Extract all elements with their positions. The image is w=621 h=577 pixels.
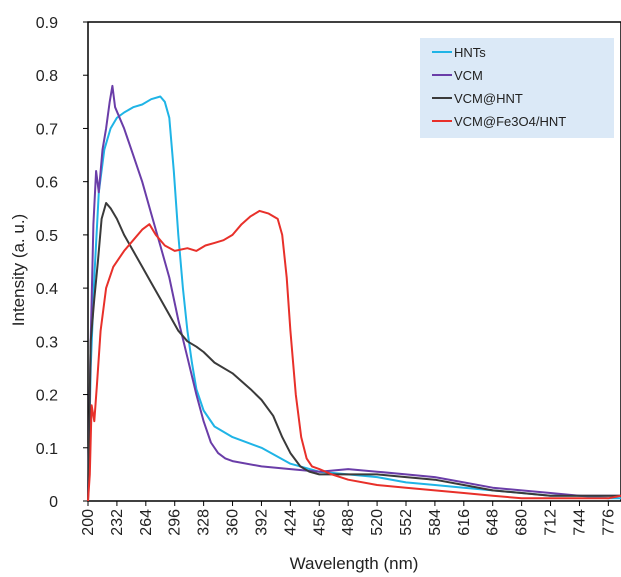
x-tick-label: 680 xyxy=(514,509,531,536)
x-axis-title: Wavelength (nm) xyxy=(290,554,419,573)
x-tick-label: 776 xyxy=(600,509,617,536)
y-tick-label: 0.8 xyxy=(36,68,58,85)
legend-label-3: VCM@Fe3O4/HNT xyxy=(454,114,566,129)
x-tick-label: 360 xyxy=(225,509,242,536)
y-tick-label: 0.2 xyxy=(36,388,58,405)
x-tick-label: 200 xyxy=(80,509,97,536)
x-tick-label: 328 xyxy=(196,509,213,536)
x-tick-label: 744 xyxy=(571,509,588,536)
series-line-0 xyxy=(87,95,621,502)
legend: HNTs VCM VCM@HNT VCM@Fe3O4/HNT xyxy=(420,38,614,138)
x-tick-label: 456 xyxy=(311,509,328,536)
legend-label-0: HNTs xyxy=(454,45,486,60)
legend-background xyxy=(420,38,614,138)
series-line-2 xyxy=(87,202,621,502)
series-layer xyxy=(87,84,621,502)
x-axis-ticks: 200 232 264 296 328 360 392 424 456 488 520 552 584 6… xyxy=(80,501,617,536)
y-tick-label: 0.1 xyxy=(36,441,58,458)
x-tick-label: 488 xyxy=(340,509,357,536)
x-tick-label: 552 xyxy=(398,509,415,536)
legend-label-1: VCM xyxy=(454,68,483,83)
x-tick-label: 712 xyxy=(543,509,560,536)
y-tick-label: 0.5 xyxy=(36,228,58,245)
y-tick-label: 0.7 xyxy=(36,121,58,138)
y-axis-ticks: 0 0.1 0.2 0.3 0.4 0.5 0.6 0.7 0.8 0.9 xyxy=(36,15,88,511)
y-tick-label: 0.4 xyxy=(36,281,58,298)
plot-area xyxy=(87,21,621,502)
x-tick-label: 264 xyxy=(138,509,155,536)
y-tick-label: 0.9 xyxy=(36,15,58,32)
y-axis-title: Intensity (a. u.) xyxy=(9,214,28,326)
plot-frame xyxy=(87,21,621,502)
y-tick-label: 0 xyxy=(49,494,58,511)
x-tick-label: 296 xyxy=(167,509,184,536)
x-tick-label: 520 xyxy=(369,509,386,536)
legend-label-2: VCM@HNT xyxy=(454,91,523,106)
series-line-1 xyxy=(87,84,621,502)
y-tick-label: 0.3 xyxy=(36,334,58,351)
x-tick-label: 616 xyxy=(456,509,473,536)
x-tick-label: 648 xyxy=(485,509,502,536)
y-tick-label: 0.6 xyxy=(36,175,58,192)
series-line-3 xyxy=(87,209,621,502)
x-tick-label: 424 xyxy=(282,509,299,536)
x-tick-label: 232 xyxy=(109,509,126,536)
x-tick-label: 584 xyxy=(427,509,444,536)
x-tick-label: 392 xyxy=(253,509,270,536)
